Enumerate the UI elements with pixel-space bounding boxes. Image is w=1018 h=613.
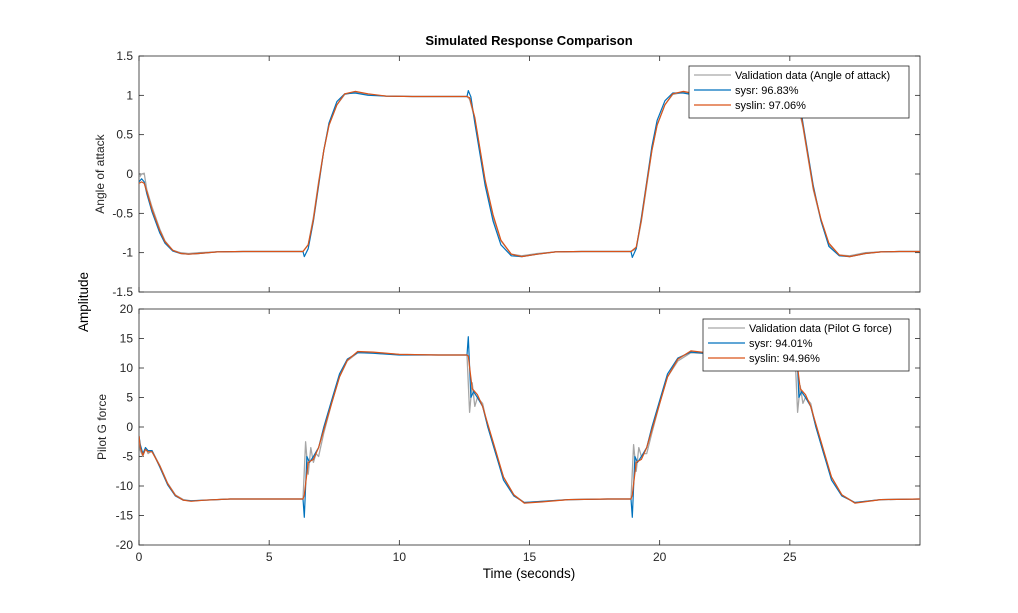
x-tick-label: 25 xyxy=(783,550,797,564)
y-tick-label: -5 xyxy=(122,450,133,464)
legend[interactable]: Validation data (Angle of attack) sysr: 9… xyxy=(688,65,910,119)
legend-entry: Validation data (Angle of attack) xyxy=(735,70,890,82)
subplot-1: -1.5 -1 -0.5 0 0.5 1 1.5 Angle of attack Validat… xyxy=(93,49,921,299)
y-tick-label: -10 xyxy=(116,479,134,493)
legend-entry: sysr: 94.01% xyxy=(749,338,813,350)
y-axis-label: Pilot G force xyxy=(95,394,109,460)
subplot-2: 0 5 10 15 20 25 -20 -15 -10 -5 0 5 10 15 20 Pilot G for… xyxy=(95,302,921,564)
legend-entry: syslin: 97.06% xyxy=(735,100,806,112)
x-tick-label: 0 xyxy=(136,550,143,564)
y-tick-label: 5 xyxy=(126,391,133,405)
x-tick-label: 10 xyxy=(393,550,407,564)
y-tick-label: 0 xyxy=(126,167,133,181)
y-tick-label: -0.5 xyxy=(112,206,133,220)
chart-title: Simulated Response Comparison xyxy=(425,33,632,48)
legend-entry: sysr: 96.83% xyxy=(735,85,799,97)
y-tick-label: -1.5 xyxy=(112,285,133,299)
y-tick-label: 20 xyxy=(120,302,134,316)
y-tick-label: -15 xyxy=(116,509,134,523)
y-tick-label: 0 xyxy=(126,420,133,434)
y-tick-label: 15 xyxy=(120,332,134,346)
shared-y-axis-label: Amplitude xyxy=(76,272,91,332)
y-tick-label: 10 xyxy=(120,361,134,375)
x-tick-label: 20 xyxy=(653,550,667,564)
y-tick-label: -20 xyxy=(116,538,134,552)
legend-entry: Validation data (Pilot G force) xyxy=(749,323,892,335)
y-tick-label: 0.5 xyxy=(116,128,133,142)
legend-entry: syslin: 94.96% xyxy=(749,353,820,365)
y-axis-label: Angle of attack xyxy=(93,133,107,213)
x-tick-label: 15 xyxy=(523,550,537,564)
y-tick-label: 1.5 xyxy=(116,49,133,63)
x-tick-label: 5 xyxy=(266,550,273,564)
x-axis-label: Time (seconds) xyxy=(483,566,576,581)
legend[interactable]: Validation data (Pilot G force) sysr: 94.… xyxy=(702,318,910,372)
y-tick-label: 1 xyxy=(126,88,133,102)
y-tick-label: -1 xyxy=(122,246,133,260)
